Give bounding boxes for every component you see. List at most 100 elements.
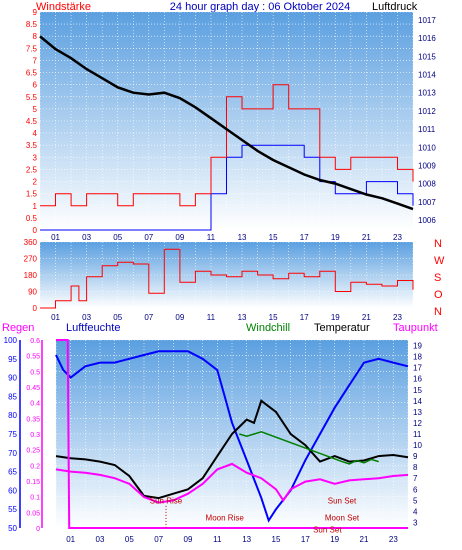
series-wind-direction-line xyxy=(40,248,414,309)
y-left-tick-label: 4 xyxy=(33,129,38,138)
y-right-tick-label: 1013 xyxy=(418,89,436,98)
x-tick-label: 15 xyxy=(269,313,278,322)
y-temp-tick-label: 5 xyxy=(413,496,418,505)
y-left-tick-label: 270 xyxy=(24,255,38,264)
x-tick-label: 19 xyxy=(330,535,339,544)
y-left-tick-label: 7.5 xyxy=(26,44,38,53)
series-rain-line xyxy=(56,339,408,529)
annotation-label: Moon Set xyxy=(325,513,360,522)
y-left-tick-label: 0.5 xyxy=(26,214,38,223)
y-right-tick-label: 1014 xyxy=(418,71,436,80)
y-temp-tick-label: 12 xyxy=(413,419,422,428)
y-temp-tick-label: 15 xyxy=(413,386,422,395)
legend-temperature: Temperatur xyxy=(314,322,370,334)
y-temp-tick-label: 6 xyxy=(413,485,418,494)
y-temp-tick-label: 18 xyxy=(413,353,422,362)
x-tick-label: 05 xyxy=(125,535,134,544)
y-right-tick-label: 1006 xyxy=(418,216,436,225)
y-temp-tick-label: 14 xyxy=(413,397,422,406)
series-wind-line xyxy=(40,84,414,207)
x-tick-label: 23 xyxy=(389,535,398,544)
x-tick-label: 21 xyxy=(362,233,371,242)
x-tick-label: 23 xyxy=(393,313,402,322)
compass-label: W xyxy=(434,255,445,267)
x-tick-label: 15 xyxy=(269,233,278,242)
y-right-tick-label: 1012 xyxy=(418,107,436,116)
y-temp-tick-label: 7 xyxy=(413,474,418,483)
x-tick-label: 19 xyxy=(331,233,340,242)
y-temp-tick-label: 9 xyxy=(413,452,418,461)
x-tick-label: 21 xyxy=(360,535,369,544)
y-humidity-tick-label: 80 xyxy=(8,411,17,420)
x-tick-label: 03 xyxy=(82,313,91,322)
y-left-tick-label: 0 xyxy=(33,226,38,235)
y-humidity-tick-label: 75 xyxy=(8,430,17,439)
y-left-tick-label: 2.5 xyxy=(26,165,38,174)
x-tick-label: 11 xyxy=(207,313,216,322)
compass-label: O xyxy=(434,289,443,301)
tick-labels: 00.511.522.533.544.555.566.577.588.59100… xyxy=(4,8,445,544)
x-tick-label: 01 xyxy=(51,233,60,242)
y-rain-tick-label: 0.6 xyxy=(30,338,40,345)
y-left-tick-label: 0 xyxy=(33,304,38,313)
y-left-tick-label: 1 xyxy=(33,202,38,211)
y-rain-tick-label: 0.3 xyxy=(30,432,40,439)
y-left-tick-label: 4.5 xyxy=(26,117,38,126)
legend-rain: Regen xyxy=(2,322,34,334)
y-temp-tick-label: 17 xyxy=(413,364,422,373)
x-tick-label: 17 xyxy=(300,313,309,322)
y-rain-tick-label: 0.4 xyxy=(30,401,40,408)
x-tick-label: 13 xyxy=(238,313,247,322)
y-right-tick-label: 1010 xyxy=(418,143,436,152)
x-tick-label: 05 xyxy=(113,233,122,242)
x-tick-label: 15 xyxy=(272,535,281,544)
y-rain-tick-label: 0 xyxy=(36,526,40,533)
y-humidity-tick-label: 50 xyxy=(8,524,17,533)
legend-dewpoint: Taupunkt xyxy=(393,322,438,334)
y-rain-tick-label: 0.1 xyxy=(30,495,40,502)
y-right-tick-label: 1009 xyxy=(418,161,436,170)
y-rain-tick-label: 0.2 xyxy=(30,463,40,470)
y-left-tick-label: 5 xyxy=(33,105,38,114)
y-left-tick-label: 180 xyxy=(24,271,38,280)
series-humidity-line xyxy=(55,350,409,523)
y-rain-tick-label: 0.15 xyxy=(26,479,40,486)
x-tick-label: 21 xyxy=(362,313,371,322)
y-temp-tick-label: 19 xyxy=(413,342,422,351)
y-left-tick-label: 6.5 xyxy=(26,69,38,78)
y-right-tick-label: 1011 xyxy=(418,125,436,134)
y-temp-tick-label: 4 xyxy=(413,507,418,516)
y-rain-tick-label: 0.45 xyxy=(26,385,40,392)
y-right-tick-label: 1008 xyxy=(418,180,436,189)
y-left-tick-label: 5.5 xyxy=(26,93,38,102)
y-left-tick-label: 360 xyxy=(24,238,38,247)
y-left-tick-label: 9 xyxy=(33,8,38,17)
y-left-tick-label: 8 xyxy=(33,32,38,41)
series-temperature-line xyxy=(55,399,409,500)
y-temp-tick-label: 11 xyxy=(413,430,422,439)
chart-annotations: Sun Rise Moon Rise Sun Set Moon Set Sun Set xyxy=(150,497,360,535)
y-left-tick-label: 3 xyxy=(33,153,38,162)
y-right-tick-label: 1007 xyxy=(418,198,436,207)
x-tick-label: 11 xyxy=(213,535,222,544)
compass-label: N xyxy=(434,238,442,250)
y-temp-tick-label: 10 xyxy=(413,441,422,450)
y-left-tick-label: 8.5 xyxy=(26,20,38,29)
y-left-tick-label: 1.5 xyxy=(26,190,38,199)
x-tick-label: 07 xyxy=(144,233,153,242)
y-right-tick-label: 1017 xyxy=(418,16,436,25)
y-humidity-tick-label: 55 xyxy=(8,505,17,514)
series-dewpoint-line xyxy=(55,462,409,504)
x-tick-label: 11 xyxy=(207,233,216,242)
annotation-label: Moon Rise xyxy=(206,513,245,522)
x-tick-label: 09 xyxy=(184,535,193,544)
y-humidity-tick-label: 100 xyxy=(4,336,18,345)
x-tick-label: 13 xyxy=(242,535,251,544)
legend-humidity: Luftfeuchte xyxy=(66,322,120,334)
x-tick-label: 09 xyxy=(175,233,184,242)
header-center-title: 24 hour graph day : 06 Oktober 2024 xyxy=(170,1,350,13)
y-left-tick-label: 3.5 xyxy=(26,141,38,150)
y-rain-tick-label: 0.05 xyxy=(26,510,40,517)
x-tick-label: 07 xyxy=(144,313,153,322)
